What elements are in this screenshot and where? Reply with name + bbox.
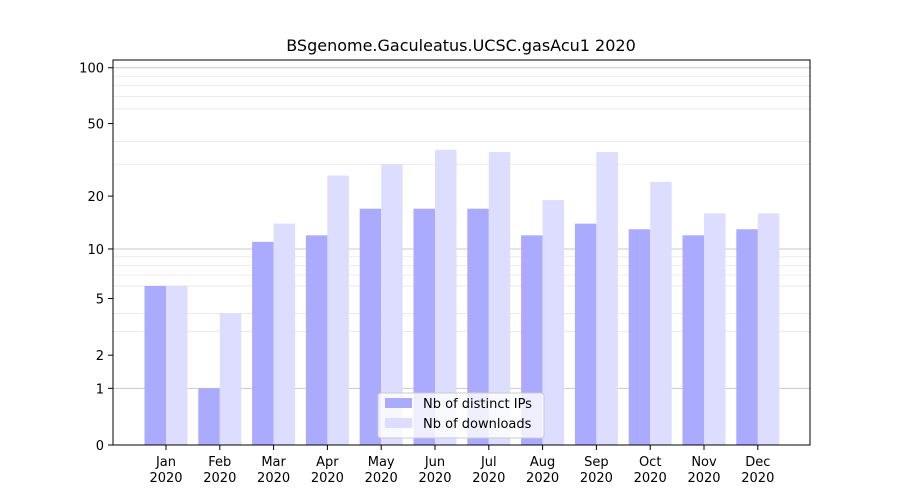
y-tick-label: 5 [96, 293, 104, 308]
y-tick-label: 100 [79, 62, 104, 77]
bar-distinct-ips [736, 229, 758, 445]
bar-downloads [542, 200, 565, 445]
bar-distinct-ips [144, 285, 166, 445]
x-tick-label-year: 2020 [634, 471, 667, 486]
x-tick-label-year: 2020 [580, 471, 613, 486]
x-tick-label-year: 2020 [149, 471, 182, 486]
bar-distinct-ips [305, 235, 328, 445]
bar-distinct-ips [252, 241, 274, 445]
x-tick-label-month: Nov [691, 455, 717, 470]
bar-downloads [488, 152, 511, 445]
y-axis: 0 1 2 5 10 20 50 100 [79, 62, 113, 454]
bar-downloads [219, 313, 242, 445]
x-tick-label-month: Jul [480, 455, 497, 470]
x-tick-label-year: 2020 [203, 471, 236, 486]
chart-title: BSgenome.Gaculeatus.UCSC.gasAcu1 2020 [286, 36, 636, 55]
y-tick-label: 2 [96, 349, 104, 364]
y-tick-label: 20 [87, 190, 104, 205]
legend-swatch [385, 398, 412, 408]
legend-label: Nb of downloads [423, 417, 532, 432]
x-tick-label-month: Jun [424, 455, 445, 470]
bar-distinct-ips [682, 235, 704, 445]
x-tick-label-month: Apr [316, 455, 339, 470]
bar-downloads [704, 213, 726, 445]
x-tick-label-year: 2020 [526, 471, 559, 486]
y-tick-label: 50 [87, 118, 104, 133]
x-tick-label-year: 2020 [472, 471, 505, 486]
bar-distinct-ips [413, 208, 435, 445]
x-tick-label-month: Jan [155, 455, 176, 470]
x-tick-label-year: 2020 [418, 471, 451, 486]
legend-box [377, 392, 545, 439]
x-tick-label-month: Aug [530, 455, 555, 470]
x-tick-label-month: Dec [745, 455, 770, 470]
bar-downloads [166, 285, 188, 445]
plot-area-frame [112, 59, 811, 446]
bar-distinct-ips [628, 229, 651, 445]
bar-downloads [273, 223, 296, 445]
x-tick-label-month: Mar [261, 455, 286, 470]
y-tick-label: 0 [96, 439, 104, 454]
bar-downloads [757, 213, 780, 445]
legend: Nb of distinct IPs Nb of downloads [377, 392, 545, 439]
x-tick-label-year: 2020 [257, 471, 290, 486]
legend-swatch [385, 418, 412, 428]
x-tick-label-month: Sep [584, 455, 609, 470]
bar-downloads [381, 164, 403, 445]
bar-downloads [650, 181, 672, 446]
bar-distinct-ips [467, 208, 489, 445]
x-axis: Jan2020Feb2020Mar2020Apr2020May2020Jun20… [149, 445, 774, 486]
x-tick-label-year: 2020 [687, 471, 720, 486]
bar-distinct-ips [574, 223, 597, 445]
y-tick-label: 1 [96, 382, 104, 397]
x-tick-label-month: May [368, 455, 395, 470]
x-tick-label-year: 2020 [365, 471, 398, 486]
bar-distinct-ips [359, 208, 382, 445]
x-tick-label-year: 2020 [311, 471, 344, 486]
bars [144, 149, 780, 446]
y-tick-label: 10 [87, 243, 104, 258]
x-tick-label-year: 2020 [741, 471, 774, 486]
bar-downloads [596, 152, 618, 445]
x-tick-label-month: Feb [208, 455, 231, 470]
legend-label: Nb of distinct IPs [423, 397, 532, 412]
bar-distinct-ips [198, 388, 220, 445]
x-tick-label-month: Oct [639, 455, 661, 470]
bar-downloads [327, 175, 349, 445]
bar-downloads [435, 149, 457, 445]
